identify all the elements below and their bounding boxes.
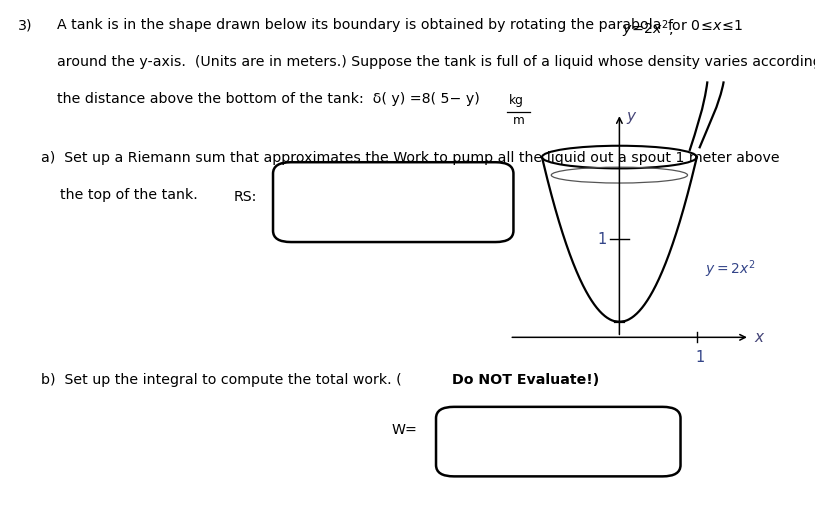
Text: the distance above the bottom of the tank:  δ( y) =8( 5− y): the distance above the bottom of the tan…: [57, 92, 484, 106]
Text: $y$: $y$: [626, 110, 637, 127]
Text: RS:: RS:: [234, 190, 258, 204]
Text: kg: kg: [509, 94, 523, 107]
Text: the top of the tank.: the top of the tank.: [60, 188, 198, 202]
Text: m: m: [513, 114, 524, 127]
FancyBboxPatch shape: [436, 407, 681, 476]
Text: 3): 3): [18, 18, 33, 32]
Text: $x$: $x$: [754, 330, 765, 345]
FancyBboxPatch shape: [273, 162, 513, 242]
Text: $y = 2x^2$: $y = 2x^2$: [705, 259, 756, 280]
Text: b)  Set up the integral to compute the total work. (: b) Set up the integral to compute the to…: [41, 373, 401, 387]
Text: around the y-axis.  (Units are in meters.) Suppose the tank is full of a liquid : around the y-axis. (Units are in meters.…: [57, 55, 815, 69]
Text: a)  Set up a Riemann sum that approximates the Work to pump all the liquid out a: a) Set up a Riemann sum that approximate…: [41, 151, 779, 165]
Text: 1: 1: [695, 350, 705, 365]
Text: Do NOT Evaluate!): Do NOT Evaluate!): [452, 373, 600, 387]
Text: $y\!=\!2x^2,$: $y\!=\!2x^2,$: [622, 18, 673, 40]
Text: for $0\!\leq\! x\!\leq\!1$: for $0\!\leq\! x\!\leq\!1$: [667, 18, 743, 33]
Text: W=: W=: [392, 423, 418, 437]
Text: 1: 1: [598, 232, 607, 247]
Text: A tank is in the shape drawn below its boundary is obtained by rotating the para: A tank is in the shape drawn below its b…: [57, 18, 666, 32]
